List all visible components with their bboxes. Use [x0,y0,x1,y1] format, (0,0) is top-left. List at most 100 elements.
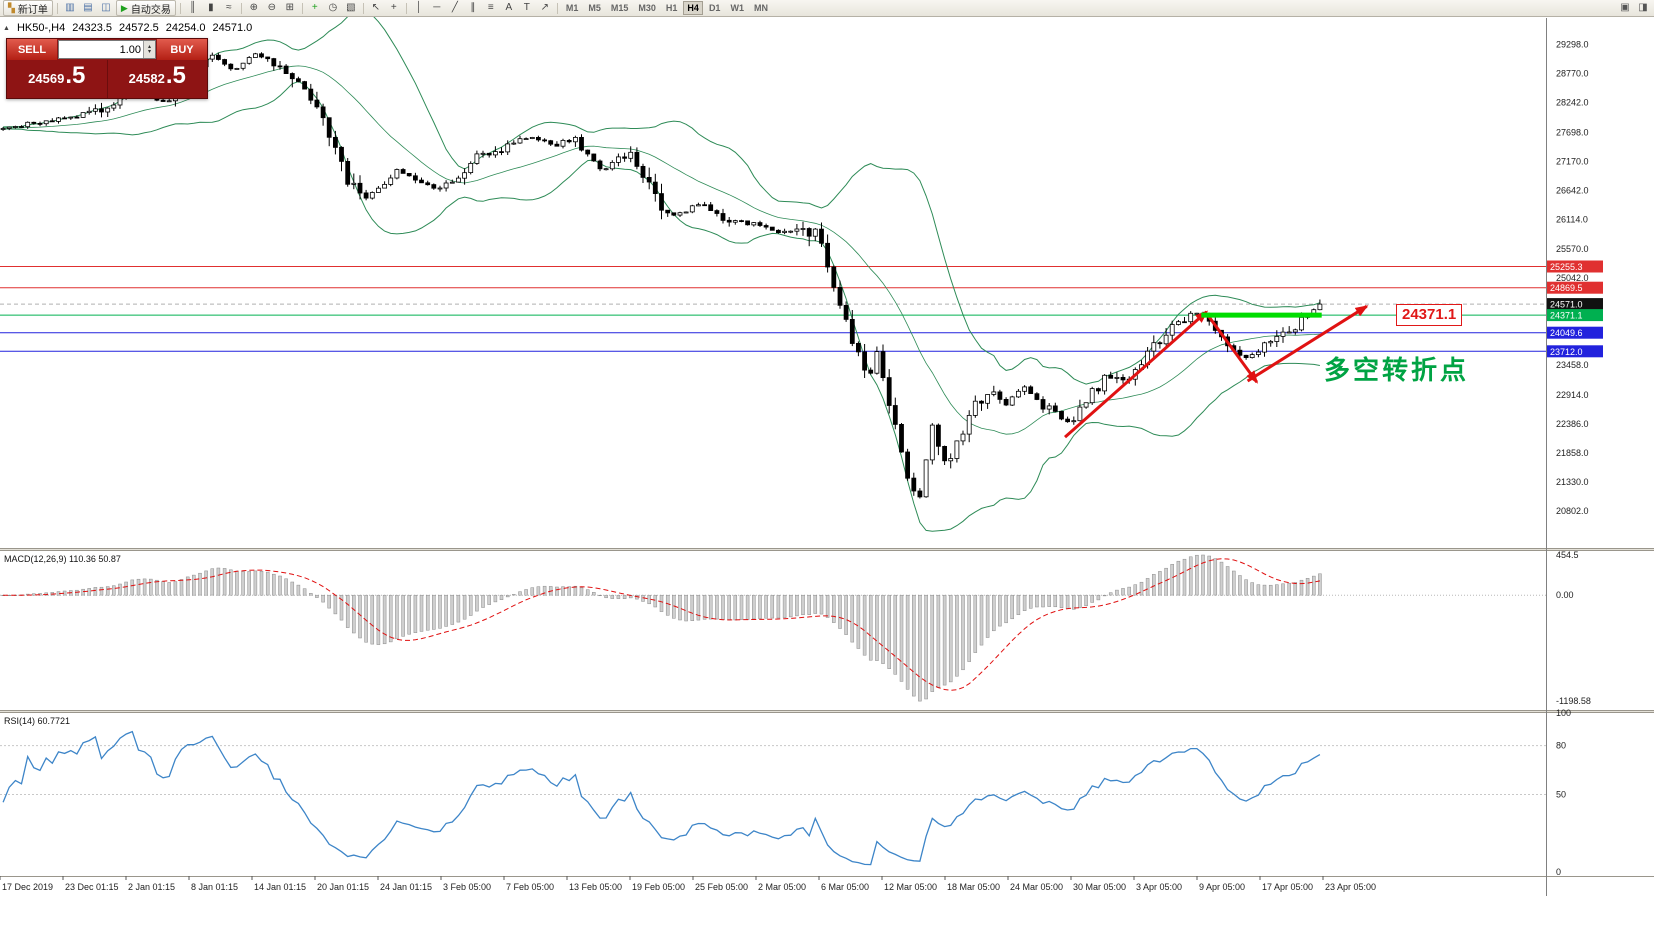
rsi-axis-label: 50 [1556,790,1566,800]
toolbar: ▚ 新订单 ▥ ▤ ◫ ▶ 自动交易 ║ ▮ ≈ ⊕ ⊖ ⊞ + ◷ ▧ ↖ + │ ─ ╱ ∥ ≡ A T ↗ M1 M5 M15 M3… [0,0,1654,17]
trend-arrow [1246,305,1369,383]
data-window-icon[interactable]: ▤ [83,2,93,13]
toolbar-separator [556,2,558,14]
indicators-icon[interactable]: + [311,2,318,13]
price-tag [1547,345,1603,358]
buy-button[interactable]: BUY [157,39,207,60]
trend-arrow [1205,312,1259,384]
time-axis-label: 9 Apr 05:00 [1199,882,1245,892]
price-axis-label: 27170.0 [1556,156,1589,166]
time-axis-label: 6 Mar 05:00 [821,882,869,892]
trendline-icon[interactable]: ╱ [451,2,458,13]
price-tag [1547,281,1603,294]
price-callout[interactable]: 24371.1 [1396,304,1463,327]
price-tag [1547,260,1603,273]
timeframe-m5[interactable]: M5 [588,3,601,13]
sell-price-main: 24569 [28,71,65,86]
price-axis-label: 21858.0 [1556,448,1589,458]
bar-chart-icon[interactable]: ║ [189,2,197,13]
new-order-button[interactable]: ▚ 新订单 [3,0,53,16]
fibonacci-icon[interactable]: ≡ [487,2,494,13]
time-axis-label: 2 Jan 01:15 [128,882,175,892]
templates-icon[interactable]: ▧ [346,2,356,13]
channel-icon[interactable]: ∥ [470,2,476,13]
ohlc-high: 24572.5 [119,22,159,34]
autotrade-button-label: 自动交易 [130,4,171,16]
timeframe-h4[interactable]: H4 [683,1,703,15]
toolbar-separator [56,2,58,14]
line-chart-icon[interactable]: ≈ [226,2,232,13]
cursor-icon[interactable]: ↖ [371,2,381,13]
vertical-line-icon[interactable]: │ [415,2,422,13]
timeframe-h1[interactable]: H1 [665,3,678,13]
macd-axis[interactable]: 454.5 0.00 -1198.58 [1556,550,1591,706]
price-tag [1547,326,1603,339]
periods-icon[interactable]: ◷ [328,2,338,13]
ohlc-close: 24571.0 [212,22,253,34]
crosshair-icon[interactable]: + [390,2,397,13]
timeframe-m30[interactable]: M30 [638,3,656,13]
chart-ohlc-header: ▲ HK50-,H4 24323.5 24572.5 24254.0 24571… [3,22,252,34]
restore-window-icon[interactable]: ◨ [1638,2,1648,13]
rsi-axis-label: 100 [1556,708,1571,718]
price-axis-label: 25570.0 [1556,244,1589,254]
pane-frame[interactable] [0,18,1654,896]
time-axis-label: 19 Feb 05:00 [632,882,685,892]
zoom-out-icon[interactable]: ⊖ [267,2,277,13]
label-icon[interactable]: T [523,2,530,13]
sell-price-big-digit: .5 [65,62,86,89]
timeframe-m15[interactable]: M15 [610,3,629,13]
time-axis-label: 17 Dec 2019 [2,882,53,892]
timeframe-w1[interactable]: W1 [730,3,744,13]
text-icon[interactable]: A [505,2,513,13]
drawings[interactable] [1064,305,1369,439]
volume-spinner[interactable]: ▴ ▾ [143,41,155,58]
tile-windows-icon[interactable]: ⊞ [285,2,295,13]
timeframe-d1[interactable]: D1 [708,3,721,13]
zoom-in-icon[interactable]: ⊕ [249,2,259,13]
svg-text:23712.0: 23712.0 [1550,347,1583,357]
svg-text:24869.5: 24869.5 [1550,283,1583,293]
navigator-icon[interactable]: ◫ [101,2,111,13]
macd-label: MACD(12,26,9) 110.36 50.87 [4,554,121,564]
price-axis[interactable]: 29298.0 28770.0 28242.0 27698.0 27170.0 26642… [1547,40,1603,517]
symbol-period-label: HK50-,H4 [16,22,66,34]
arrow-tool-icon[interactable]: ↗ [540,2,550,13]
rsi-axis[interactable]: 100 80 50 0 [1556,708,1571,877]
turning-point-label[interactable]: 多空转折点 [1324,355,1470,385]
timeframe-m1[interactable]: M1 [565,3,579,13]
toolbar-separator [240,2,242,14]
svg-text:24371.1: 24371.1 [1550,311,1583,321]
new-order-button-icon: ▚ [8,2,15,13]
collapse-trade-panel-icon[interactable]: ▲ [3,24,10,32]
market-watch-icon[interactable]: ▥ [65,2,75,13]
dock-window-icon[interactable]: ▣ [1620,2,1630,13]
toolbar-separator [301,2,303,14]
price-axis-label: 20802.0 [1556,506,1589,516]
autotrade-button[interactable]: ▶ 自动交易 [115,0,176,16]
price-tag [1547,309,1603,322]
time-axis[interactable]: 17 Dec 2019 23 Dec 01:15 2 Jan 01:15 8 Jan … [0,876,1376,892]
time-axis-label: 24 Jan 01:15 [380,882,432,892]
bb-lower [3,81,1320,532]
spinner-down-icon[interactable]: ▾ [147,48,151,55]
ohlc-open: 24323.5 [72,22,112,34]
spinner-up-icon[interactable]: ▴ [147,43,151,50]
pane-divider [0,548,1654,551]
toolbar-right: ▣ ◨ [1616,1,1652,15]
pane-divider [0,710,1654,713]
candlestick-chart-icon[interactable]: ▮ [208,2,214,13]
horizontal-line-icon[interactable]: ─ [433,2,441,13]
macd-axis-label: 0.00 [1556,590,1574,600]
volume-input[interactable]: 1.00 ▴ ▾ [58,40,156,59]
time-axis-label: 30 Mar 05:00 [1073,882,1126,892]
one-click-trading-panel: SELL 1.00 ▴ ▾ BUY 24569.5 24582.5 [6,38,208,99]
sell-button[interactable]: SELL [7,39,57,60]
buy-price: 24582.5 [106,60,208,98]
price-axis-label: 23458.0 [1556,360,1589,370]
price-axis-label: 21330.0 [1556,477,1589,487]
timeframe-mn[interactable]: MN [753,3,768,13]
ohlc-low: 24254.0 [165,22,206,34]
price-axis-label: 26114.0 [1556,214,1588,224]
